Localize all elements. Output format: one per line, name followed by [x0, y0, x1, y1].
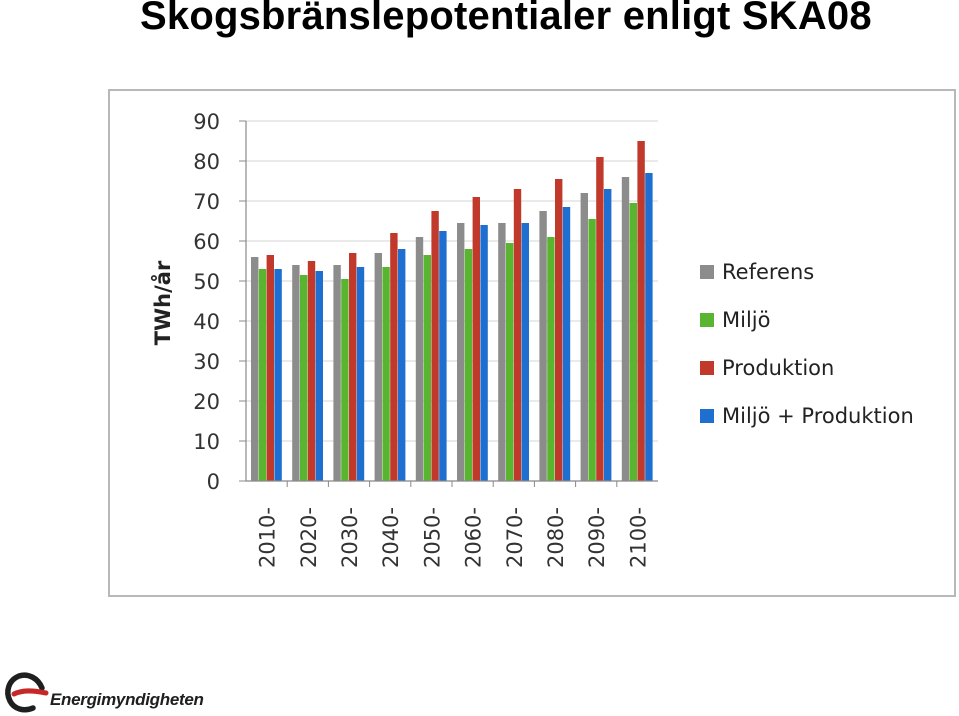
y-tick-label: 30 [193, 350, 220, 374]
bar-chart: 0 10 20 30 40 50 60 70 80 90 2010- 2020- 2030- 2040-… [150, 110, 914, 568]
bar-produktion-9 [637, 141, 645, 481]
bar-milj--7 [547, 237, 555, 481]
bar-produktion-2 [349, 253, 357, 481]
x-axis-ticks: 2010- 2020- 2030- 2040- 2050- 2060- 2070- 2080-… [256, 481, 650, 568]
x-tick-label: 2060- [462, 507, 486, 568]
bar-milj-produktion-9 [645, 173, 653, 481]
legend-label: Produktion [722, 356, 834, 380]
bar-milj--1 [300, 275, 308, 481]
bar-milj--4 [423, 255, 431, 481]
legend-item: Produktion [700, 356, 834, 380]
legend-swatch [700, 409, 714, 423]
bar-milj-produktion-3 [398, 249, 406, 481]
y-axis-ticks: 0 10 20 30 40 50 60 70 80 90 [193, 110, 246, 494]
bar-produktion-4 [431, 211, 439, 481]
bar-milj--6 [506, 243, 514, 481]
legend-item: Referens [700, 260, 814, 284]
y-tick-label: 60 [193, 230, 220, 254]
legend-swatch [700, 265, 714, 279]
y-tick-label: 50 [193, 270, 220, 294]
legend: Referens Miljö Produktion Miljö + Produktio… [700, 260, 914, 428]
bar-produktion-6 [513, 189, 522, 481]
bar-milj-produktion-1 [315, 271, 323, 481]
x-tick-label: 2020- [297, 507, 321, 568]
legend-label: Miljö [722, 308, 770, 332]
bar-referens-7 [539, 211, 547, 481]
bars [251, 141, 653, 481]
bar-milj-produktion-5 [480, 225, 488, 481]
bar-referens-3 [374, 253, 382, 481]
logo: Energimyndigheten [2, 668, 222, 714]
bar-produktion-3 [390, 233, 398, 481]
bar-referens-5 [457, 223, 465, 481]
bar-produktion-5 [472, 197, 480, 481]
bar-referens-0 [251, 257, 259, 481]
bar-produktion-1 [307, 261, 316, 481]
bar-referens-6 [498, 223, 506, 481]
chart-frame: 0 10 20 30 40 50 60 70 80 90 2010- 2020- 2030- 2040-… [108, 89, 956, 597]
slide-title: Skogsbränslepotentialer enligt SKA08 [140, 0, 872, 38]
energimyndigheten-logo-icon [5, 672, 49, 713]
bar-milj-produktion-6 [521, 223, 529, 481]
bar-referens-2 [333, 265, 341, 481]
x-tick-label: 2070- [503, 507, 527, 568]
y-tick-label: 90 [193, 110, 220, 134]
logo-text: Energimyndigheten [50, 690, 204, 709]
x-tick-label: 2030- [338, 507, 362, 568]
y-tick-label: 40 [193, 310, 220, 334]
bar-milj-produktion-0 [274, 269, 282, 481]
y-tick-label: 80 [193, 150, 220, 174]
bar-milj--3 [382, 267, 390, 481]
x-tick-label: 2040- [379, 507, 403, 568]
bar-milj-produktion-8 [604, 189, 612, 481]
bar-referens-8 [580, 193, 588, 481]
bar-produktion-0 [266, 255, 274, 481]
bar-produktion-7 [555, 179, 563, 481]
x-tick-label: 2090- [585, 507, 609, 568]
bar-milj--8 [588, 219, 596, 481]
legend-item: Miljö + Produktion [700, 404, 914, 428]
x-tick-label: 2080- [544, 507, 568, 568]
bar-produktion-8 [596, 157, 604, 481]
y-tick-label: 0 [207, 470, 220, 494]
bar-referens-4 [415, 237, 424, 481]
x-tick-label: 2100- [626, 507, 650, 568]
y-tick-label: 70 [193, 190, 220, 214]
x-tick-label: 2010- [256, 507, 280, 568]
y-tick-label: 10 [193, 430, 220, 454]
bar-milj--5 [464, 249, 473, 481]
bar-milj-produktion-2 [356, 267, 365, 481]
bar-milj-produktion-4 [439, 231, 447, 481]
y-axis-label: TWh/år [150, 260, 175, 345]
bar-referens-9 [621, 177, 630, 481]
bar-milj-produktion-7 [562, 207, 571, 481]
bar-referens-1 [292, 265, 300, 481]
x-tick-label: 2050- [420, 507, 444, 568]
axes [245, 121, 658, 482]
bar-milj--0 [258, 269, 267, 481]
bar-milj--2 [341, 279, 349, 481]
legend-swatch [700, 361, 714, 375]
bar-milj--9 [629, 203, 637, 481]
legend-label: Referens [722, 260, 814, 284]
legend-item: Miljö [700, 308, 770, 332]
y-tick-label: 20 [193, 390, 220, 414]
legend-swatch [700, 313, 714, 327]
legend-label: Miljö + Produktion [722, 404, 914, 428]
